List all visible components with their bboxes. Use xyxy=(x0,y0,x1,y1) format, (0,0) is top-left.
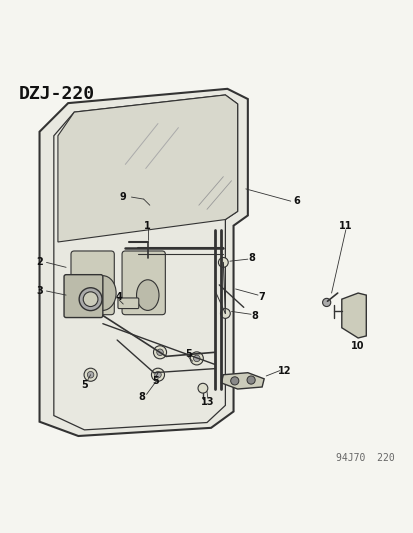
FancyBboxPatch shape xyxy=(118,298,138,309)
Text: 3: 3 xyxy=(36,286,43,296)
Circle shape xyxy=(153,346,166,359)
Circle shape xyxy=(87,372,94,378)
Text: 1: 1 xyxy=(144,221,151,231)
Text: 5: 5 xyxy=(152,376,159,386)
Circle shape xyxy=(79,288,102,311)
Text: 8: 8 xyxy=(138,392,145,402)
Text: 7: 7 xyxy=(258,292,265,302)
Text: 6: 6 xyxy=(293,196,299,206)
FancyBboxPatch shape xyxy=(71,251,114,314)
Circle shape xyxy=(157,349,163,356)
Text: 11: 11 xyxy=(338,221,352,231)
Text: 8: 8 xyxy=(248,253,255,263)
Circle shape xyxy=(190,352,203,365)
Polygon shape xyxy=(221,373,263,389)
Text: 13: 13 xyxy=(201,397,214,407)
Polygon shape xyxy=(341,293,366,338)
Text: 12: 12 xyxy=(277,366,291,376)
Text: 4: 4 xyxy=(116,292,122,302)
Circle shape xyxy=(154,372,161,378)
Text: 5: 5 xyxy=(185,349,192,359)
Circle shape xyxy=(230,377,238,385)
FancyBboxPatch shape xyxy=(122,251,165,314)
Circle shape xyxy=(247,376,254,384)
Polygon shape xyxy=(40,89,247,436)
Circle shape xyxy=(220,309,230,318)
Text: 94J70  220: 94J70 220 xyxy=(335,453,394,463)
Text: 9: 9 xyxy=(120,192,126,202)
Ellipse shape xyxy=(136,280,159,310)
Ellipse shape xyxy=(89,276,116,310)
Polygon shape xyxy=(58,95,237,242)
Circle shape xyxy=(151,368,164,381)
Circle shape xyxy=(84,368,97,381)
Text: 2: 2 xyxy=(36,257,43,268)
FancyBboxPatch shape xyxy=(64,274,102,318)
Text: 5: 5 xyxy=(81,380,88,390)
Circle shape xyxy=(83,292,98,306)
Text: 10: 10 xyxy=(351,341,364,351)
Circle shape xyxy=(193,355,199,362)
Text: DZJ-220: DZJ-220 xyxy=(19,85,95,103)
Circle shape xyxy=(322,298,330,306)
Text: 8: 8 xyxy=(251,311,258,320)
Circle shape xyxy=(197,383,207,393)
Circle shape xyxy=(218,257,228,268)
